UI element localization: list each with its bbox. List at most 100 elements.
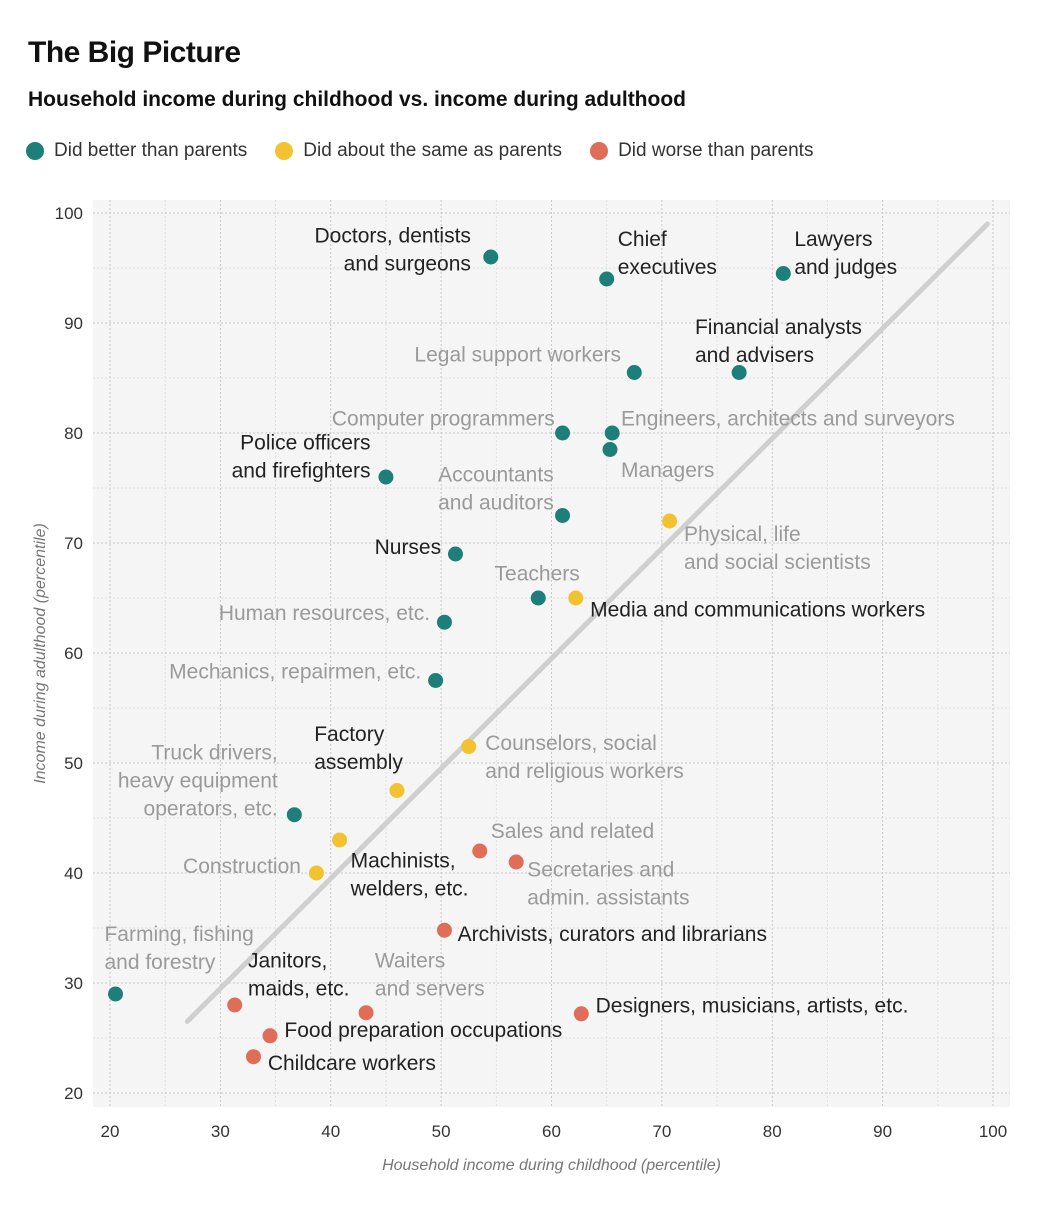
point-label-line: and judges (794, 256, 897, 279)
point-label-line: Archivists, curators and librarians (458, 923, 767, 946)
data-point (472, 843, 488, 859)
data-point (483, 249, 499, 265)
legend-item-same: Did about the same as parents (275, 140, 562, 162)
grid-lines (93, 200, 1010, 1107)
point-label: Archivists, curators and librarians (458, 923, 767, 946)
point-label-line: Farming, fishing (104, 923, 253, 946)
point-label-line: Human resources, etc. (219, 602, 430, 625)
data-point (604, 425, 620, 441)
y-tick-label: 70 (64, 534, 83, 553)
point-label-line: Counselors, social (485, 732, 657, 755)
point-label-line: Lawyers (794, 228, 872, 251)
x-tick-label: 30 (211, 1122, 230, 1141)
point-label: Mechanics, repairmen, etc. (169, 660, 421, 683)
point-label: Designers, musicians, artists, etc. (596, 995, 909, 1018)
point-label-line: and advisers (695, 344, 814, 367)
point-label-line: Managers (621, 459, 714, 482)
point-label-line: and servers (375, 978, 485, 1001)
y-tick-label: 50 (64, 754, 83, 773)
point-label-line: Accountants (438, 463, 554, 486)
point-label-line: executives (618, 256, 717, 279)
point-label: Childcare workers (268, 1052, 436, 1075)
point-label: Managers (621, 459, 714, 482)
chart-legend: Did better than parents Did about the sa… (26, 140, 813, 162)
chart-title: The Big Picture (28, 36, 241, 69)
point-label-line: Mechanics, repairmen, etc. (169, 660, 421, 683)
point-label: Physical, life and social scientists (684, 523, 871, 574)
y-tick-label: 60 (64, 644, 83, 663)
point-label: Chief executives (618, 228, 717, 279)
point-label-line: welders, etc. (350, 878, 469, 901)
legend-label-same: Did about the same as parents (303, 140, 563, 161)
point-label-line: Truck drivers, (151, 742, 277, 765)
data-point (508, 854, 524, 870)
point-label: Counselors, social and religious workers (485, 732, 683, 783)
data-point (262, 1028, 278, 1044)
data-point (436, 922, 452, 938)
data-point (286, 807, 302, 823)
legend-label-worse: Did worse than parents (618, 140, 814, 161)
point-label: Farming, fishing and forestry (104, 923, 253, 974)
data-point (108, 986, 124, 1002)
point-label: Nurses (375, 536, 442, 559)
point-label: Machinists, welders, etc. (350, 850, 469, 901)
y-axis-label: Income during adulthood (percentile) (32, 523, 49, 784)
x-tick-label: 40 (321, 1122, 340, 1141)
point-label-line: Designers, musicians, artists, etc. (596, 995, 909, 1018)
legend-item-better: Did better than parents (26, 140, 247, 162)
data-point (568, 590, 584, 606)
legend-dot-worse (590, 142, 609, 160)
point-label: Sales and related (491, 820, 654, 843)
point-label-line: Police officers (240, 432, 370, 455)
point-label-line: Physical, life (684, 523, 801, 546)
data-point (731, 365, 747, 380)
point-label: Janitors, maids, etc. (248, 950, 350, 1001)
point-label-line: and auditors (438, 491, 554, 514)
x-tick-label: 90 (873, 1122, 892, 1141)
x-tick-label: 20 (101, 1122, 120, 1141)
point-label-line: Factory (314, 723, 385, 746)
data-point (358, 1005, 374, 1021)
data-points (108, 249, 791, 1065)
point-label-line: and firefighters (232, 460, 371, 483)
y-tick-label: 40 (64, 864, 83, 883)
point-label-line: Waiters (375, 950, 445, 973)
point-label-line: Machinists, (351, 850, 456, 873)
data-point (308, 865, 324, 881)
point-label: Secretaries and admin. assistants (527, 858, 689, 909)
y-tick-label: 80 (64, 424, 83, 443)
point-label-line: Engineers, architects and surveyors (621, 407, 955, 430)
point-label: Doctors, dentists and surgeons (315, 225, 471, 276)
point-label-line: Janitors, (248, 950, 327, 973)
legend-dot-same (275, 142, 294, 160)
point-label: Lawyers and judges (794, 228, 897, 279)
point-label: Legal support workers (414, 344, 621, 367)
point-label-line: Legal support workers (414, 344, 621, 367)
point-label: Police officers and firefighters (232, 432, 371, 483)
x-axis-label: Household income during childhood (perce… (382, 1157, 721, 1174)
data-point (555, 508, 571, 523)
point-label-line: Financial analysts (695, 316, 862, 339)
x-tick-label: 60 (542, 1122, 561, 1141)
y-tick-label: 20 (64, 1084, 83, 1103)
point-label: Financial analysts and advisers (695, 316, 862, 367)
y-tick-label: 90 (64, 314, 83, 333)
point-label-line: Nurses (375, 536, 442, 559)
point-label: Computer programmers (332, 407, 555, 430)
equal-income-reference-line (184, 221, 990, 1024)
point-label-line: Doctors, dentists (315, 225, 471, 248)
data-point (555, 425, 571, 441)
point-label-line: Food preparation occupations (284, 1019, 562, 1042)
data-point (436, 614, 452, 630)
point-labels: Doctors, dentists and surgeons Chief execut… (104, 225, 954, 1075)
data-point (626, 365, 642, 380)
point-label-line: and social scientists (684, 551, 871, 574)
point-label: Truck drivers, heavy equipment operators, … (118, 742, 278, 821)
data-point (389, 783, 405, 798)
point-label: Food preparation occupations (284, 1019, 562, 1042)
x-tick-label: 80 (763, 1122, 782, 1141)
data-point (662, 513, 678, 529)
x-tick-label: 100 (979, 1122, 1007, 1141)
point-label-line: operators, etc. (144, 798, 278, 821)
